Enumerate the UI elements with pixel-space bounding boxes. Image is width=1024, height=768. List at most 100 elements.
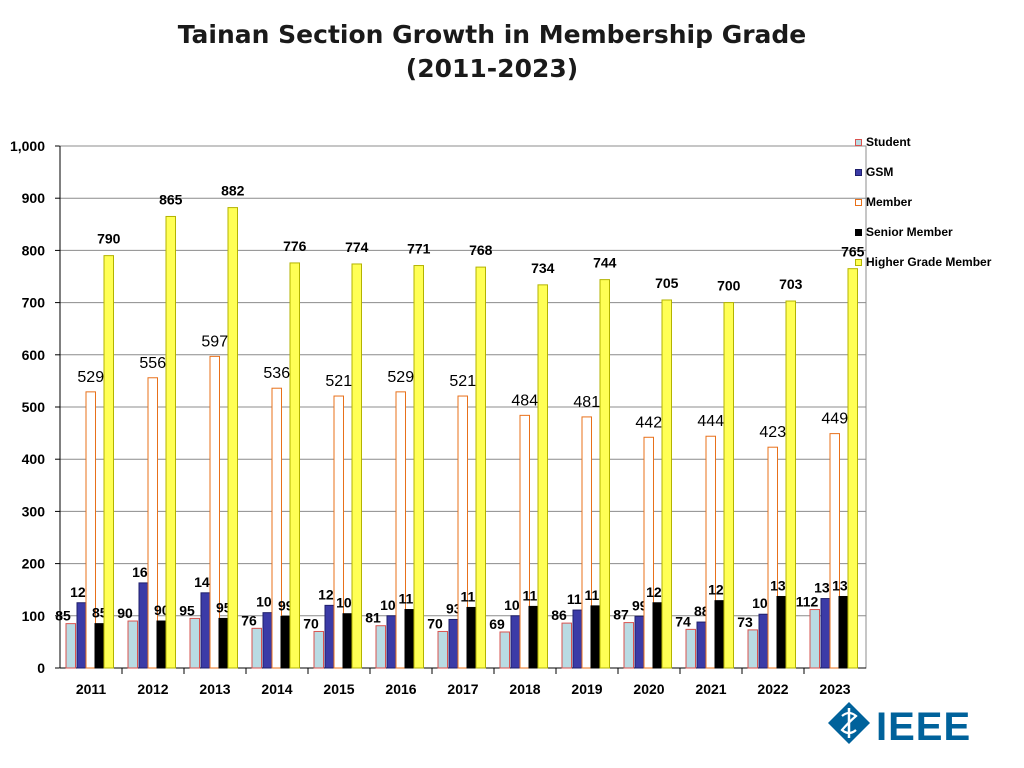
y-tick-label: 100	[22, 608, 46, 624]
data-label: 705	[655, 275, 679, 291]
data-label: 521	[449, 373, 476, 390]
data-label: 87	[613, 607, 629, 623]
data-label: 481	[573, 394, 600, 411]
data-label: 529	[387, 369, 414, 386]
bar-student	[65, 623, 76, 669]
data-label: 423	[759, 424, 786, 441]
data-label: 703	[779, 276, 803, 292]
data-label: 90	[117, 605, 133, 621]
bar-student	[809, 609, 820, 669]
bar-student	[499, 631, 510, 669]
data-label: 536	[263, 365, 290, 382]
y-tick-label: 300	[22, 503, 46, 519]
data-label: 70	[303, 615, 319, 631]
bar-student	[375, 625, 386, 669]
x-tick-label: 2020	[633, 681, 664, 697]
bar-gsm	[200, 592, 211, 669]
bar-member	[829, 433, 840, 669]
y-tick-label: 500	[22, 399, 46, 415]
bar-gsm	[758, 613, 769, 669]
x-tick-label: 2016	[385, 681, 416, 697]
bar-member	[519, 414, 530, 669]
bar-member	[395, 391, 406, 669]
bar-senior-member	[280, 615, 291, 669]
bar-member	[333, 395, 344, 669]
bar-student	[437, 630, 448, 669]
bar-gsm	[324, 604, 335, 669]
bar-higher-grade-member	[475, 266, 486, 669]
bar-student	[251, 627, 262, 669]
data-label: 85	[55, 608, 71, 624]
bar-gsm	[634, 615, 645, 669]
data-label: 444	[697, 413, 724, 430]
y-tick-label: 900	[22, 190, 46, 206]
x-tick-label: 2018	[509, 681, 540, 697]
x-tick-label: 2015	[323, 681, 354, 697]
bar-higher-grade-member	[723, 302, 734, 669]
bar-higher-grade-member	[413, 265, 424, 669]
legend-swatch	[855, 139, 862, 146]
data-label: 81	[365, 610, 381, 626]
data-label: 865	[159, 191, 183, 207]
data-label: 529	[77, 369, 104, 386]
legend-label: Higher Grade Member	[866, 255, 992, 269]
bar-higher-grade-member	[351, 263, 362, 669]
bar-higher-grade-member	[537, 284, 548, 669]
bar-higher-grade-member	[599, 279, 610, 669]
x-tick-label: 2017	[447, 681, 478, 697]
data-label: 95	[179, 602, 195, 618]
data-label: 776	[283, 238, 307, 254]
chart-subtitle: (2011-2023)	[405, 54, 579, 83]
data-label: 790	[97, 231, 121, 247]
data-label: 744	[593, 255, 617, 271]
data-label: 597	[201, 333, 228, 350]
x-tick-label: 2014	[261, 681, 292, 697]
data-label: 765	[841, 244, 865, 260]
data-label: 774	[345, 239, 369, 255]
bar-senior-member	[652, 602, 663, 669]
legend-label: Senior Member	[866, 225, 953, 239]
bar-senior-member	[590, 605, 601, 669]
bar-member	[271, 387, 282, 669]
bar-student	[313, 630, 324, 669]
bar-senior-member	[404, 609, 415, 669]
bar-student	[127, 620, 138, 669]
data-label: 771	[407, 241, 431, 257]
y-tick-label: 400	[22, 451, 46, 467]
bar-member	[147, 377, 158, 669]
x-tick-label: 2012	[137, 681, 168, 697]
bar-member	[581, 416, 592, 669]
data-label: 86	[551, 607, 567, 623]
bar-senior-member	[156, 620, 167, 669]
legend-swatch	[855, 259, 862, 266]
bar-gsm	[76, 602, 87, 669]
bar-higher-grade-member	[165, 215, 176, 669]
data-label: 882	[221, 183, 245, 199]
bar-higher-grade-member	[785, 300, 796, 669]
bar-senior-member	[218, 617, 229, 669]
bar-member	[209, 355, 220, 669]
data-label: 484	[511, 392, 538, 409]
data-label: 73	[737, 614, 753, 630]
x-tick-label: 2023	[819, 681, 850, 697]
bar-senior-member	[528, 605, 539, 669]
bar-student	[623, 622, 634, 669]
x-tick-label: 2022	[757, 681, 788, 697]
ieee-logo: IEEE	[828, 702, 970, 749]
y-tick-label: 600	[22, 347, 46, 363]
bar-higher-grade-member	[103, 255, 114, 669]
bar-gsm	[138, 582, 149, 669]
x-tick-label: 2019	[571, 681, 602, 697]
chart-title-block: Tainan Section Growth in Membership Grad…	[0, 18, 984, 86]
chart-title: Tainan Section Growth in Membership Grad…	[177, 20, 807, 49]
bar-student	[561, 622, 572, 669]
bar-member	[85, 391, 96, 669]
legend-swatch	[855, 169, 862, 176]
bar-student	[189, 617, 200, 669]
bar-member	[767, 446, 778, 669]
bar-senior-member	[466, 606, 477, 669]
data-label: 768	[469, 242, 493, 258]
bar-gsm	[262, 612, 273, 669]
bar-gsm	[510, 615, 521, 669]
y-tick-label: 700	[22, 295, 46, 311]
